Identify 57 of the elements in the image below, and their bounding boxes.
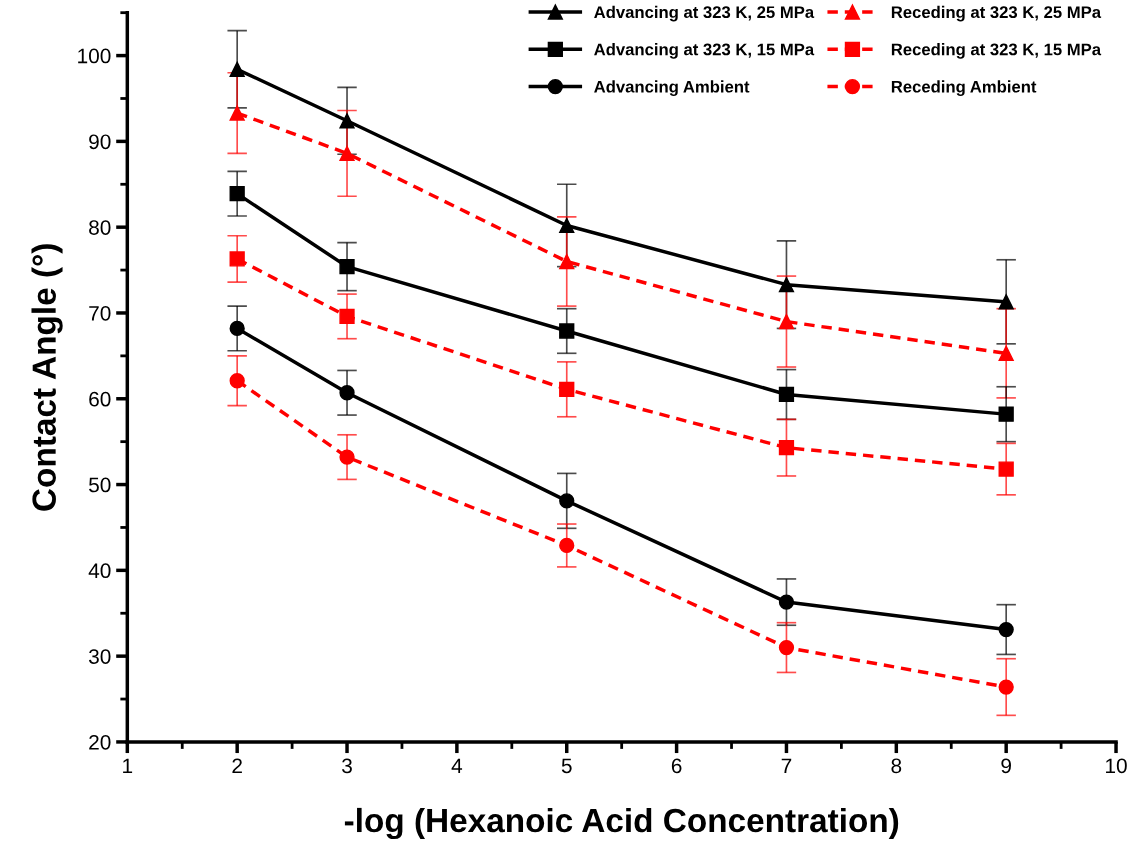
point [778,639,795,656]
point [229,186,245,202]
point [339,308,355,325]
point [778,277,795,293]
point [778,594,795,610]
x-tick-label: 5 [561,758,572,774]
y-tick-label: 60 [89,391,111,407]
y-tick-label: 30 [88,649,111,664]
y-axis-title: Contact Angle (°) [31,244,63,511]
legend-label: Advancing Ambient [594,80,750,96]
x-tick-label: 8 [891,758,902,774]
point [339,145,355,162]
y-tick-label: 20 [89,734,111,750]
point [559,323,575,339]
legend-label: Advancing at 323 K, 15 MPa [594,43,815,59]
x-axis-title: -log (Hexanoic Acid Concentration) [344,807,899,840]
y-tick-label: 100 [78,48,111,64]
legend-label: Advancing at 323 K, 25 MPa [594,5,815,22]
point [998,621,1014,638]
point [998,461,1014,477]
y-tick-label: 50 [89,477,111,493]
point [778,440,795,456]
point [339,449,355,465]
point [229,105,245,121]
point [559,253,575,270]
legend-label: Receding at 323 K, 25 MPa [891,5,1102,22]
y-tick-label: 70 [89,305,111,321]
point [998,406,1014,422]
point [778,313,795,330]
point [559,493,575,509]
legend-label: Receding Ambient [891,80,1037,96]
point [339,385,355,401]
point [229,373,245,389]
x-tick-label: 4 [451,758,463,774]
x-tick-label: 6 [671,758,682,774]
point [559,537,575,554]
point [778,386,795,403]
x-tick-label: 7 [781,758,792,774]
point [229,320,245,337]
x-tick-label: 10 [1106,758,1127,774]
legend-label: Receding at 323 K, 15 MPa [891,43,1102,59]
point [998,679,1014,695]
point [998,345,1014,361]
x-tick-label: 3 [342,758,352,774]
point [229,61,245,77]
point [998,294,1014,310]
point [229,251,245,267]
y-tick-label: 80 [89,220,111,235]
y-tick-label: 90 [89,134,111,150]
y-tick-label: 40 [88,563,111,579]
point [559,381,575,397]
x-tick-label: 2 [232,758,242,774]
point [339,113,355,129]
x-tick-label: 1 [123,758,133,774]
x-tick-label: 9 [1001,758,1011,774]
point [339,259,355,275]
point [559,217,575,234]
